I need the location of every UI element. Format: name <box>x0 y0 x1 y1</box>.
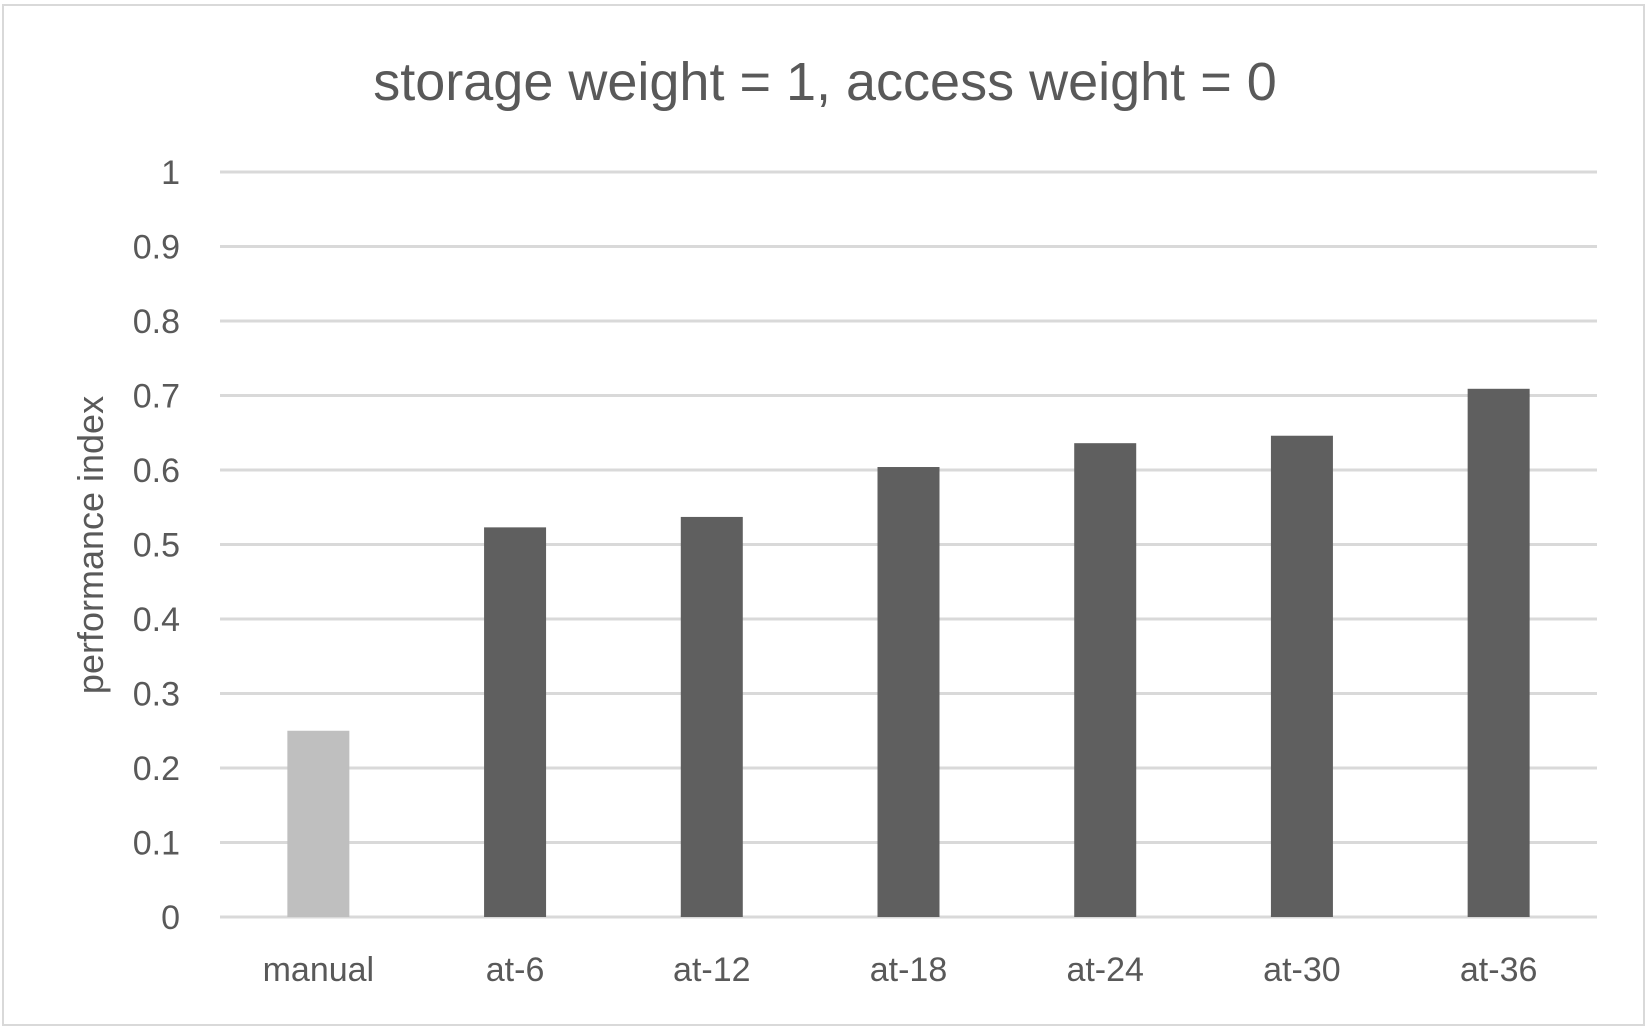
chart-frame <box>2 4 1645 1026</box>
y-tick-label: 0.5 <box>133 527 180 565</box>
y-tick-label: 0.4 <box>133 601 180 639</box>
y-tick-label: 0.8 <box>133 303 180 341</box>
y-tick-label: 0.3 <box>133 676 180 714</box>
chart-title: storage weight = 1, access weight = 0 <box>373 52 1277 112</box>
bar-at-36 <box>1467 388 1530 917</box>
bar-manual <box>287 730 350 917</box>
y-tick-label: 0.1 <box>133 825 180 863</box>
x-tick-label: at-12 <box>673 951 751 989</box>
x-tick-label: manual <box>263 951 375 989</box>
y-tick-label: 0.9 <box>133 229 180 267</box>
y-tick-label: 0.7 <box>133 378 180 416</box>
x-tick-label: at-36 <box>1460 951 1538 989</box>
y-tick-label: 0.6 <box>133 452 180 490</box>
y-axis-label: performance index <box>70 396 111 694</box>
bar-at-24 <box>1074 443 1137 917</box>
x-tick-label: at-6 <box>486 951 545 989</box>
bar-at-12 <box>680 516 743 917</box>
y-axis-ticks: 0 0.1 0.2 0.3 0.4 0.5 0.6 0.7 0.8 0.9 1 <box>133 154 180 937</box>
y-tick-label: 1 <box>161 154 180 192</box>
bar-at-30 <box>1270 435 1333 917</box>
y-tick-label: 0 <box>161 899 180 937</box>
gridlines <box>220 170 1597 919</box>
x-axis-ticks: manual at-6 at-12 at-18 at-24 at-30 at-36 <box>263 951 1538 989</box>
x-tick-label: at-30 <box>1263 951 1341 989</box>
bars <box>287 388 1530 917</box>
bar-at-18 <box>877 467 940 917</box>
bar-at-6 <box>484 527 547 917</box>
y-tick-label: 0.2 <box>133 750 180 788</box>
x-tick-label: at-18 <box>870 951 948 989</box>
x-tick-label: at-24 <box>1066 951 1144 989</box>
